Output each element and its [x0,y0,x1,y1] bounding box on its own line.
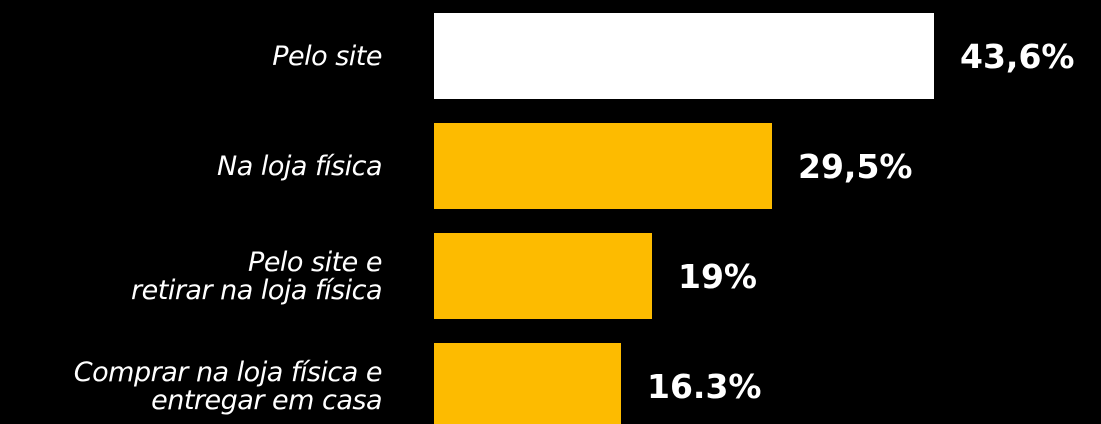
category-label-2-line-0: Pelo site e [248,247,382,278]
category-label-1: Na loja física [217,151,382,182]
bar-3 [434,343,621,424]
value-label-1: 29,5% [798,147,913,186]
bars-group [434,13,934,424]
category-label-3-line-1: entregar em casa [151,385,382,416]
value-labels-group: 43,6% 29,5% 19% 16.3% [647,37,1075,406]
category-label-0: Pelo site [272,41,382,72]
category-labels-group: Pelo site Na loja física Pelo site e retira… [74,41,383,416]
value-label-0: 43,6% [960,37,1075,76]
category-label-2-line-1: retirar na loja física [131,275,382,306]
bar-2 [434,233,652,319]
category-label-3-line-0: Comprar na loja física e [74,357,382,388]
value-label-2: 19% [678,257,757,296]
category-label-3: Comprar na loja física e entregar em casa [74,357,382,416]
category-label-2: Pelo site e retirar na loja física [131,247,382,306]
value-label-3: 16.3% [647,367,762,406]
bar-0 [434,13,934,99]
category-label-1-line-0: Na loja física [217,151,382,182]
category-label-0-line-0: Pelo site [272,41,382,72]
bar-1 [434,123,772,209]
